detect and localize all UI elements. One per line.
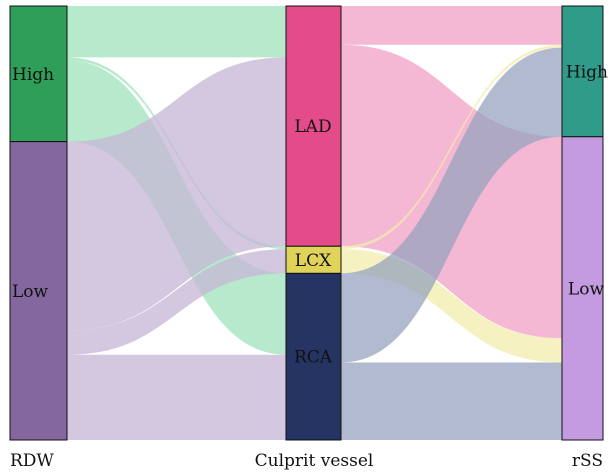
node-label-rdw-low: Low — [12, 282, 49, 302]
column-label-culprit-vessel: Culprit vessel — [255, 451, 374, 471]
node-cv-rca — [285, 272, 342, 441]
column-label-rss: rSS — [572, 451, 603, 471]
node-rdw-low — [9, 141, 68, 441]
flow-cv-lcx-to-rss-high — [341, 44, 562, 250]
node-rss-high — [561, 5, 604, 138]
flow-cv-rca-to-rss-high — [341, 47, 562, 363]
flow-rdw-high-to-cv-lad — [67, 6, 286, 58]
flow-cv-lad-to-rss-high — [341, 6, 562, 45]
flow-rdw-low-to-cv-lcx — [67, 249, 286, 355]
flow-cv-rca-to-rss-low — [341, 362, 562, 440]
column-label-rdw: RDW — [10, 451, 54, 471]
node-label-rdw-high: High — [12, 65, 54, 85]
node-label-cv-lad: LAD — [294, 117, 331, 137]
sankey-links — [67, 6, 562, 440]
node-label-cv-lcx: LCX — [295, 251, 332, 271]
node-cv-lcx — [285, 245, 342, 274]
node-rss-low — [561, 136, 604, 441]
node-label-rss-high: High — [566, 62, 608, 82]
flow-rdw-low-to-cv-rca — [67, 354, 286, 440]
sankey-nodes: High Low LAD LCX RCA High Low — [9, 5, 608, 441]
node-label-cv-rca: RCA — [294, 348, 333, 368]
node-label-rss-low: Low — [568, 279, 605, 299]
node-cv-lad — [285, 5, 342, 247]
flow-rdw-low-to-cv-lad — [67, 57, 286, 331]
